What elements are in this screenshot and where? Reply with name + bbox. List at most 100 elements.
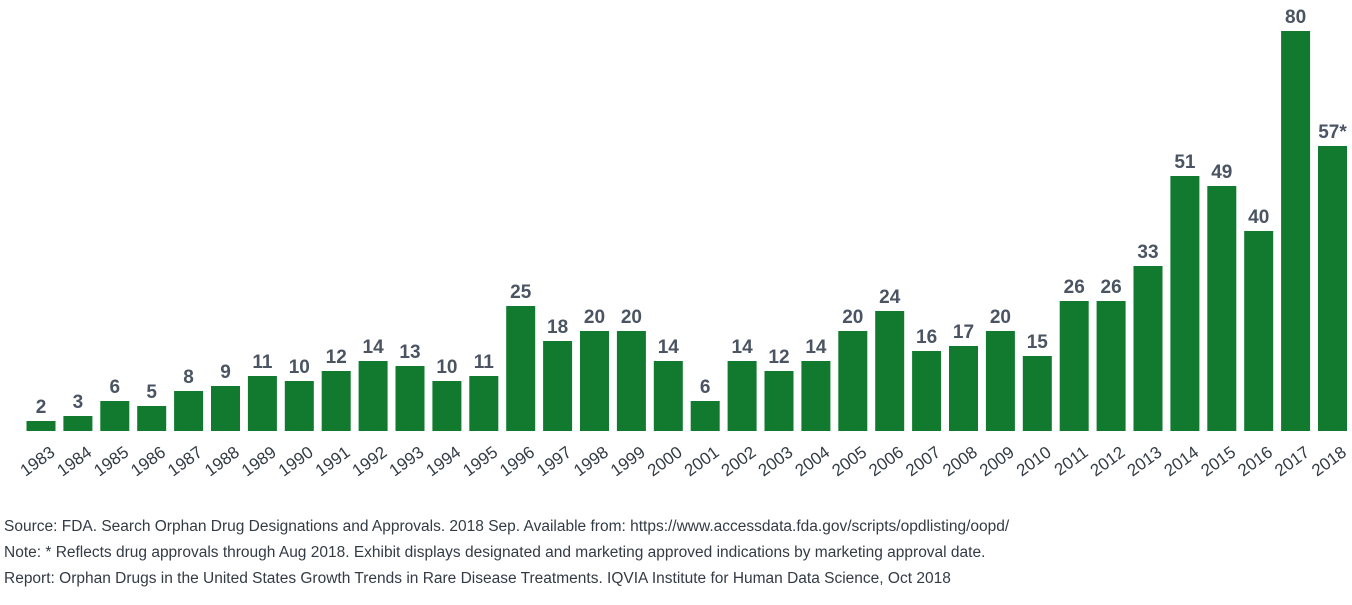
value-label-1990: 10 (289, 357, 310, 378)
footnote: Note: * Reflects drug approvals through … (4, 544, 986, 561)
bar-2011 (1059, 301, 1089, 431)
value-label-1985: 6 (110, 377, 121, 398)
x-tick-1984: 1984 (54, 443, 96, 481)
report-note: Report: Orphan Drugs in the United State… (4, 570, 951, 587)
value-label-2017: 80 (1285, 7, 1306, 28)
value-label-2013: 33 (1137, 242, 1158, 263)
x-axis-ticks: 1983198419851986198719881989199019911992… (17, 443, 1350, 481)
bar-1990 (284, 381, 314, 431)
value-label-1994: 10 (436, 357, 457, 378)
x-tick-1996: 1996 (496, 443, 538, 481)
x-tick-2015: 2015 (1197, 443, 1239, 481)
x-tick-1999: 1999 (607, 443, 649, 481)
value-label-2003: 12 (768, 347, 789, 368)
value-label-1998: 20 (584, 307, 605, 328)
value-label-1992: 14 (363, 337, 385, 358)
x-tick-1986: 1986 (127, 443, 169, 481)
bar-2013 (1133, 266, 1163, 431)
bar-2015 (1207, 186, 1237, 431)
value-label-1984: 3 (73, 392, 84, 413)
x-tick-2007: 2007 (902, 443, 944, 481)
x-tick-2008: 2008 (939, 443, 981, 481)
bar-1991 (321, 371, 351, 431)
x-tick-2003: 2003 (755, 443, 797, 481)
x-tick-2004: 2004 (792, 443, 834, 481)
x-tick-1993: 1993 (386, 443, 428, 481)
x-tick-1990: 1990 (275, 443, 317, 481)
bar-1998 (580, 331, 609, 431)
bar-2016 (1244, 231, 1274, 431)
x-tick-1989: 1989 (238, 443, 280, 481)
x-tick-2012: 2012 (1087, 443, 1129, 481)
bar-1996 (506, 306, 536, 431)
bar-2006 (875, 311, 905, 431)
x-tick-1998: 1998 (570, 443, 612, 481)
value-label-2012: 26 (1101, 277, 1122, 298)
x-tick-1997: 1997 (533, 443, 575, 481)
x-tick-1991: 1991 (312, 443, 354, 481)
bar-2010 (1022, 356, 1052, 431)
bar-2004 (801, 361, 831, 431)
value-label-1993: 13 (399, 342, 420, 363)
value-label-2007: 16 (916, 327, 937, 348)
bar-1984 (63, 416, 93, 431)
value-label-2016: 40 (1248, 207, 1269, 228)
value-labels-group: 2 3 6 5 8 9 11 10 12 14 13 10 11 25 18 20 20 14 6 14 12 14 20 2… (36, 7, 1348, 418)
bar-2012 (1096, 301, 1126, 431)
x-tick-1992: 1992 (349, 443, 391, 481)
chart-notes: Source: FDA. Search Orphan Drug Designat… (4, 514, 1349, 592)
x-tick-1995: 1995 (459, 443, 501, 481)
value-label-2008: 17 (953, 322, 974, 343)
value-label-2009: 20 (990, 307, 1011, 328)
value-label-1989: 11 (252, 352, 273, 373)
bar-2003 (764, 371, 794, 431)
value-label-2018: 57* (1318, 122, 1347, 143)
x-tick-2000: 2000 (644, 443, 686, 481)
value-label-1986: 5 (146, 382, 157, 403)
x-tick-2014: 2014 (1161, 443, 1203, 481)
bar-1994 (432, 381, 462, 431)
value-label-2002: 14 (732, 337, 754, 358)
bars-group (26, 31, 1347, 431)
x-tick-2013: 2013 (1124, 443, 1166, 481)
x-tick-1987: 1987 (164, 443, 206, 481)
value-label-2001: 6 (700, 377, 711, 398)
x-tick-2002: 2002 (718, 443, 760, 481)
bar-1987 (174, 391, 204, 431)
value-label-2005: 20 (842, 307, 863, 328)
bar-1988 (211, 386, 240, 431)
bar-1997 (543, 341, 573, 431)
x-tick-1994: 1994 (423, 443, 465, 481)
value-label-2015: 49 (1211, 162, 1232, 183)
bar-2007 (912, 351, 942, 431)
bar-1993 (395, 366, 425, 431)
x-tick-2018: 2018 (1308, 443, 1350, 481)
x-tick-1988: 1988 (201, 443, 243, 481)
x-tick-2017: 2017 (1271, 443, 1313, 481)
x-tick-1983: 1983 (17, 443, 59, 481)
bar-2002 (727, 361, 757, 431)
source-note: Source: FDA. Search Orphan Drug Designat… (4, 518, 1010, 535)
value-label-2006: 24 (879, 287, 901, 308)
x-tick-2005: 2005 (828, 443, 870, 481)
bar-2017 (1281, 31, 1311, 431)
value-label-2014: 51 (1174, 152, 1196, 173)
bar-2018 (1318, 146, 1347, 431)
value-label-1983: 2 (36, 397, 47, 418)
bar-2000 (653, 361, 683, 431)
value-label-1987: 8 (183, 367, 194, 388)
value-label-1999: 20 (621, 307, 642, 328)
bar-1985 (100, 401, 130, 431)
value-label-1996: 25 (510, 282, 532, 303)
x-tick-2010: 2010 (1013, 443, 1055, 481)
x-tick-2009: 2009 (976, 443, 1018, 481)
x-tick-2006: 2006 (865, 443, 907, 481)
value-label-2000: 14 (658, 337, 680, 358)
bar-1999 (616, 331, 646, 431)
bar-1995 (469, 376, 499, 431)
value-label-1991: 12 (326, 347, 347, 368)
bar-1992 (358, 361, 388, 431)
value-label-2010: 15 (1027, 332, 1049, 353)
value-label-1995: 11 (474, 352, 495, 373)
